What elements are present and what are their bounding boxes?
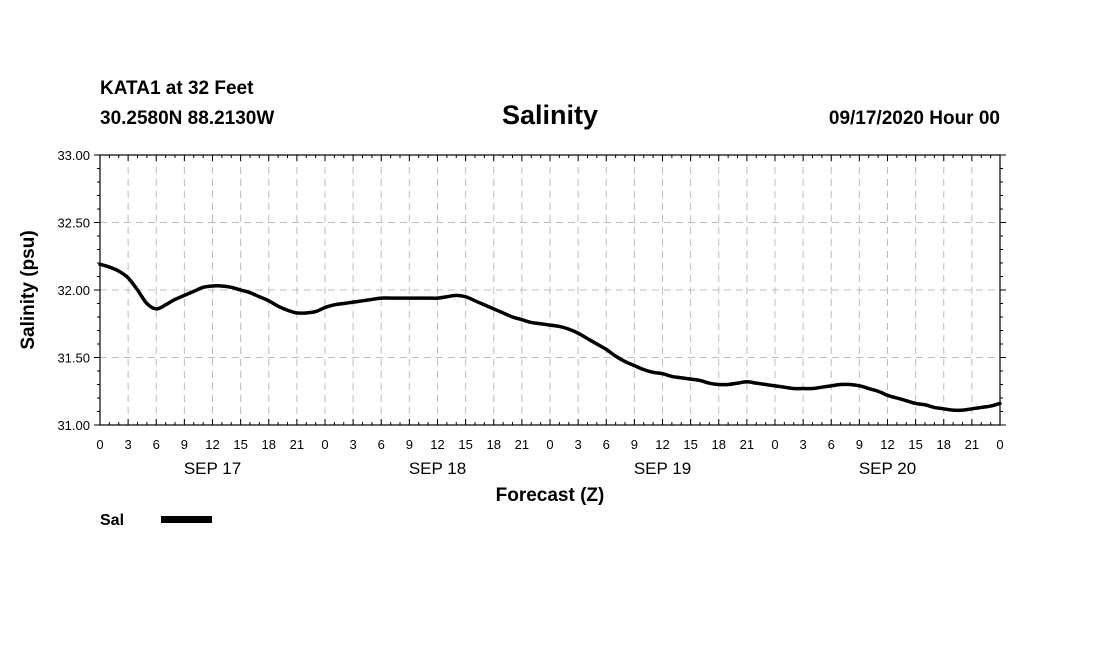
x-tick-label: 0 <box>771 437 778 452</box>
y-tick-label: 32.00 <box>57 283 90 298</box>
x-tick-label: 21 <box>515 437 529 452</box>
x-tick-label: 3 <box>125 437 132 452</box>
grid-lines <box>100 155 1000 425</box>
legend-swatch <box>161 516 212 523</box>
x-tick-label: 15 <box>233 437 247 452</box>
x-tick-label: 9 <box>631 437 638 452</box>
salinity-series-line <box>98 262 1002 413</box>
y-axis-title: Salinity (psu) <box>18 230 39 349</box>
legend-label: Sal <box>100 512 124 529</box>
x-tick-label: 12 <box>880 437 894 452</box>
x-tick-labels: 0 3 6 9 12 15 18 21 0 3 6 9 12 15 18 21 0 3 6 9 12 15 18 21 0 3 6 9… <box>96 437 1003 452</box>
date-label: SEP 19 <box>634 459 691 478</box>
x-tick-label: 6 <box>378 437 385 452</box>
x-tick-label: 18 <box>712 437 726 452</box>
x-tick-label: 6 <box>828 437 835 452</box>
x-tick-label: 21 <box>740 437 754 452</box>
x-tick-label: 18 <box>937 437 951 452</box>
x-tick-label: 15 <box>458 437 472 452</box>
y-tick-label: 31.00 <box>57 418 90 433</box>
station-title: KATA1 at 32 Feet <box>100 78 254 99</box>
x-tick-label: 6 <box>153 437 160 452</box>
plot-frame <box>99 154 1001 426</box>
x-tick-label: 0 <box>546 437 553 452</box>
y-tick-label: 32.50 <box>57 216 90 231</box>
date-label: SEP 18 <box>409 459 466 478</box>
station-location: 30.2580N 88.2130W <box>100 108 274 129</box>
x-tick-label: 18 <box>262 437 276 452</box>
x-tick-label: 9 <box>406 437 413 452</box>
x-tick-label: 21 <box>290 437 304 452</box>
x-tick-label: 9 <box>181 437 188 452</box>
forecast-run: 09/17/2020 Hour 00 <box>829 108 1000 129</box>
x-tick-label: 0 <box>321 437 328 452</box>
y-tick-label: 33.00 <box>57 148 90 163</box>
x-tick-label: 12 <box>430 437 444 452</box>
x-tick-label: 18 <box>487 437 501 452</box>
x-tick-label: 0 <box>996 437 1003 452</box>
x-axis-title: Forecast (Z) <box>496 485 605 506</box>
x-tick-label: 15 <box>683 437 697 452</box>
x-tick-label: 9 <box>856 437 863 452</box>
x-tick-label: 12 <box>205 437 219 452</box>
date-label: SEP 20 <box>859 459 916 478</box>
x-tick-label: 15 <box>908 437 922 452</box>
x-tick-label: 0 <box>96 437 103 452</box>
date-labels: SEP 17 SEP 18 SEP 19 SEP 20 <box>184 459 916 478</box>
x-tick-label: 12 <box>655 437 669 452</box>
x-tick-label: 3 <box>350 437 357 452</box>
x-tick-label: 3 <box>800 437 807 452</box>
x-tick-label: 6 <box>603 437 610 452</box>
x-tick-label: 3 <box>575 437 582 452</box>
x-tick-label: 21 <box>965 437 979 452</box>
y-tick-labels: 31.00 31.50 32.00 32.50 33.00 <box>57 148 90 433</box>
chart-title: Salinity <box>502 100 598 130</box>
y-tick-label: 31.50 <box>57 351 90 366</box>
date-label: SEP 17 <box>184 459 241 478</box>
